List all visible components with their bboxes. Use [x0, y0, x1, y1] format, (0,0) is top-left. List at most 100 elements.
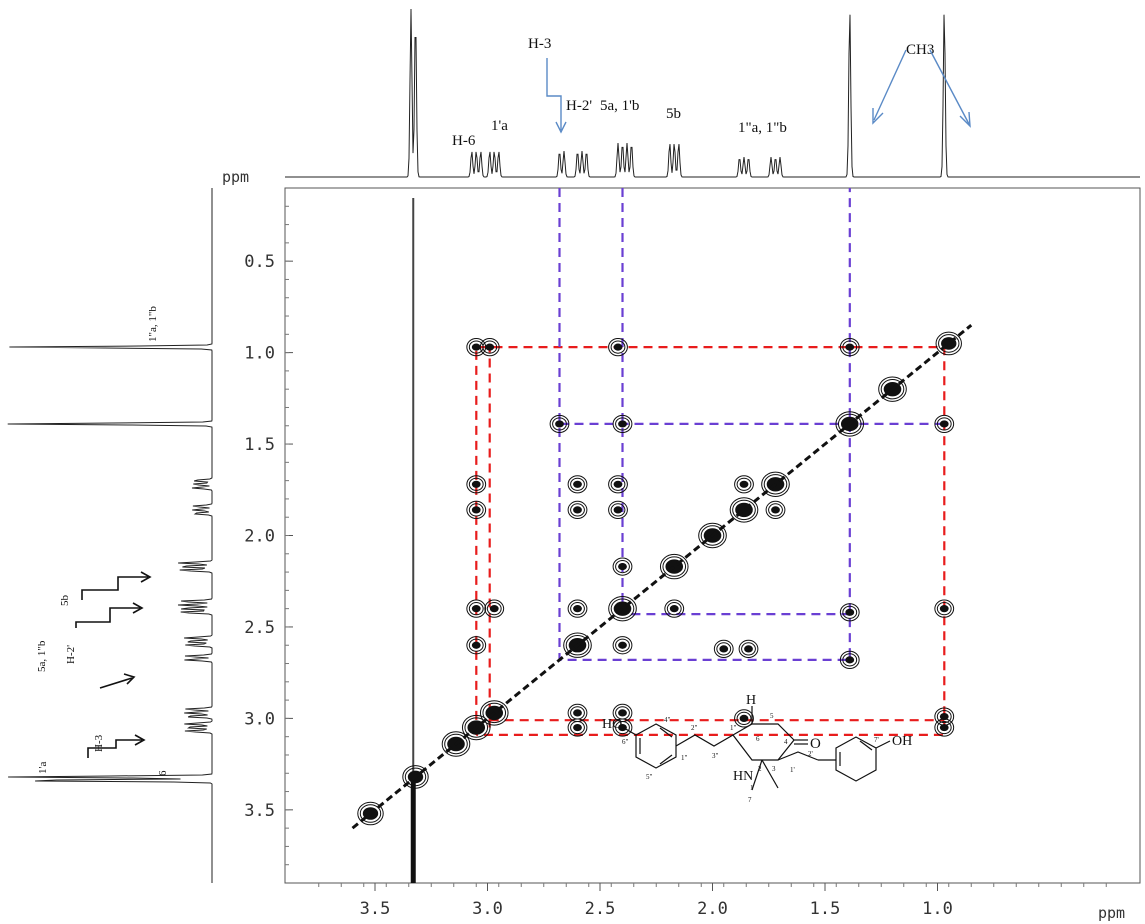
peak-core [618, 709, 627, 717]
peak-core [939, 420, 949, 428]
peak-core [618, 562, 627, 571]
svg-text:5: 5 [770, 712, 774, 720]
axis-ticks: 3.5 3.0 2.5 2.0 1.5 1.0 0.5 1.0 1.5 2.0 2.5 3.0 3.5 [244, 205, 1107, 919]
peak-ring [934, 599, 955, 618]
peak-core [573, 709, 582, 717]
peak-ring [570, 477, 585, 491]
cross-peak [567, 599, 588, 618]
x-tick-label: 2.0 [697, 899, 728, 919]
correlation-paths [410, 188, 946, 883]
peak-core [613, 343, 623, 351]
left-label-5a1b: 5a, 1"b [36, 640, 48, 672]
chemical-structure [623, 706, 891, 791]
left-arrows [75, 571, 152, 758]
peak-core [845, 656, 855, 664]
diagonal-ridge [351, 324, 973, 830]
svg-text:7': 7' [874, 736, 879, 744]
cross-peak [839, 650, 860, 669]
peak-ring [839, 338, 860, 357]
peak-ring [563, 632, 592, 658]
svg-text:2: 2 [758, 765, 762, 773]
peak-ring [880, 378, 905, 400]
cross-peak [765, 500, 786, 519]
peak-ring [608, 475, 628, 494]
peak-core [669, 605, 679, 613]
peak-ring [839, 650, 860, 669]
arrow-h2 [99, 677, 133, 689]
peak-ring [468, 477, 484, 491]
peak-ring [732, 499, 756, 521]
phenol-ring-right [835, 736, 877, 782]
peak-ring [615, 720, 630, 735]
peak-core [939, 605, 949, 613]
left-labels: 1"a, 1"b 5b 5a, 1"b H-2' H-3 1'a 6 [36, 306, 169, 776]
y-tick-label: 2.0 [244, 527, 275, 547]
top-labels: H-6 1'a H-3 H-2' 5a, 1'b 5b 1"a, 1"b CH3 [452, 36, 934, 149]
peak-core [618, 641, 627, 649]
top-projection-trace [285, 8, 1140, 178]
svg-text:1": 1" [681, 754, 688, 762]
peak-ring [878, 376, 907, 402]
top-unit-label: ppm [222, 168, 249, 186]
cross-peak [934, 599, 955, 618]
peak-ring [768, 503, 783, 517]
left-label-6: 6 [157, 770, 169, 776]
h3-arrow-head [555, 121, 567, 134]
cross-peak [608, 475, 628, 494]
peak-ring [615, 417, 630, 431]
peak-ring [610, 598, 635, 619]
peak-ring [567, 500, 588, 519]
svg-text:4": 4" [664, 716, 671, 724]
arrow-5b [81, 576, 148, 600]
peak-ring [662, 556, 687, 577]
y-tick-label: 2.5 [244, 618, 275, 638]
h3-arrow [546, 58, 562, 130]
peak-ring [934, 414, 955, 434]
peak-ring [734, 709, 754, 728]
x-tick-label: 1.5 [810, 899, 841, 919]
peak-ring [359, 804, 382, 823]
peak-ring [570, 503, 585, 517]
top-label-h2: H-2' [566, 98, 592, 114]
peak-ring [441, 731, 471, 757]
peak-core [573, 506, 582, 514]
peak-ring [565, 635, 590, 656]
cross-peak [612, 557, 633, 576]
peak-ring [468, 602, 484, 616]
peak-core [613, 480, 623, 488]
cross-peak [934, 707, 955, 726]
annotation-arrows [546, 49, 971, 134]
peak-core [471, 641, 481, 649]
peak-ring [608, 338, 628, 357]
arrow-h2-head [123, 673, 136, 685]
peak-core [939, 712, 949, 721]
peak-ring [610, 477, 626, 491]
peak-ring [444, 733, 468, 755]
cross-peak [734, 709, 754, 728]
y-tick-label: 0.5 [244, 252, 275, 272]
ch3-arrow-right [929, 49, 970, 125]
cross-peak [466, 500, 487, 519]
peak-ring [461, 714, 491, 741]
top-label-h3: H-3 [528, 36, 551, 52]
arrow-h3-head [134, 734, 146, 746]
peak-core [719, 645, 729, 653]
left-label-5b: 5b [59, 595, 71, 607]
svg-text:7: 7 [748, 796, 752, 804]
x-unit-label: ppm [1098, 904, 1125, 922]
peak-ring [736, 477, 752, 491]
arrow-5a-head [132, 602, 144, 614]
peak-ring [713, 639, 734, 658]
svg-text:3: 3 [772, 765, 776, 773]
x-tick-label: 3.0 [472, 899, 503, 919]
top-label-ch3: CH3 [906, 42, 934, 58]
peak-ring [482, 702, 507, 724]
peak-ring [484, 599, 505, 618]
peak-ring [466, 599, 487, 618]
peak-core [744, 645, 753, 653]
svg-text:1": 1" [730, 724, 737, 732]
x-tick-label: 3.5 [360, 899, 391, 919]
cross-peak [567, 500, 588, 519]
cross-peak [839, 603, 860, 622]
top-label-1a: 1'a [491, 118, 508, 134]
